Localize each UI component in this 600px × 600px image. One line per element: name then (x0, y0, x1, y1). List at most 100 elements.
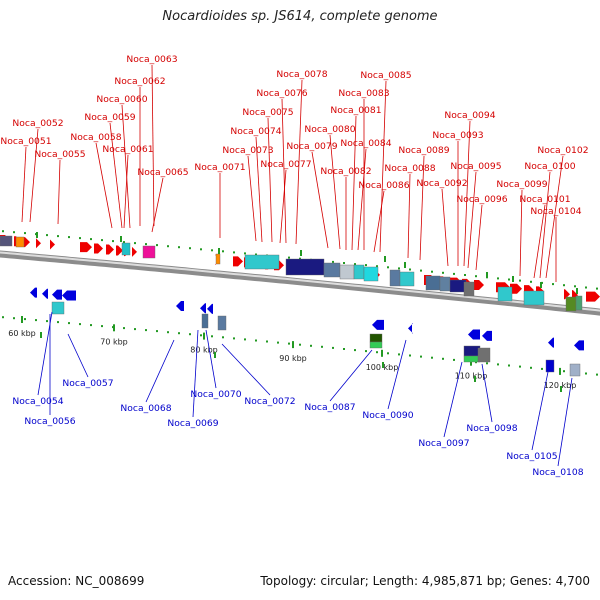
scale-tick (21, 316, 23, 323)
scale-label: 90 kbp (279, 354, 307, 363)
forward-label-leader (519, 189, 523, 277)
reverse-gene-label: Noca_0069 (167, 418, 218, 429)
reverse-guide-dot (178, 332, 180, 335)
reverse-guide-dot (563, 370, 565, 373)
forward-guide-dot (585, 286, 587, 289)
position-marker (382, 362, 384, 368)
feature-box (215, 253, 221, 265)
forward-guide-dot (409, 268, 411, 271)
reverse-guide-dot (519, 365, 521, 368)
feature-box (323, 262, 341, 278)
forward-label-leader (545, 155, 564, 279)
reverse-guide-dot (453, 358, 455, 361)
reverse-guide-dot (530, 366, 532, 369)
forward-label-leader (123, 154, 129, 229)
forward-gene (50, 239, 55, 250)
forward-label-leader (419, 155, 425, 261)
position-marker (486, 272, 488, 278)
reverse-guide-dot (145, 329, 147, 332)
feature-box (51, 301, 65, 315)
reverse-label-leader (67, 333, 89, 378)
feature-box (0, 235, 13, 247)
forward-gene-label: Noca_0089 (398, 145, 449, 156)
reverse-guide-dot (486, 362, 488, 365)
reverse-guide-dot (255, 339, 257, 342)
feature-box (477, 347, 491, 363)
reverse-guide-dot (365, 350, 367, 353)
reverse-guide-dot (266, 340, 268, 343)
forward-label-leader (379, 80, 387, 253)
reverse-guide-dot (101, 325, 103, 328)
forward-guide-dot (2, 230, 4, 233)
reverse-gene-label: Noca_0087 (304, 402, 355, 413)
reverse-guide-dot (222, 336, 224, 339)
reverse-guide-dot (343, 348, 345, 350)
forward-gene-label: Noca_0094 (444, 110, 495, 121)
forward-guide-dot (574, 285, 576, 288)
forward-label-leader (267, 117, 273, 243)
forward-guide-dot (497, 277, 499, 280)
forward-guide-dot (354, 263, 356, 266)
reverse-guide-dot (244, 338, 246, 341)
forward-label-leader (533, 204, 546, 279)
reverse-gene (548, 337, 554, 348)
reverse-gene-label: Noca_0105 (506, 451, 557, 462)
forward-gene-label: Noca_0051 (0, 136, 51, 147)
reverse-guide-dot (354, 349, 356, 352)
feature-box (565, 296, 577, 312)
forward-gene-label: Noca_0082 (320, 166, 371, 177)
reverse-guide-dot (387, 352, 389, 355)
feature-box (15, 236, 25, 248)
forward-guide-dot (233, 251, 235, 254)
topology-text: Topology: circular; Length: 4,985,871 bp… (260, 574, 590, 588)
forward-gene (24, 237, 30, 248)
reverse-gene (468, 329, 480, 340)
forward-label-leader (373, 190, 385, 253)
scale-tick (381, 349, 383, 357)
feature-box (399, 271, 415, 287)
position-marker (384, 256, 386, 262)
feature-box (142, 245, 156, 259)
scale-label: 120 kbp (544, 381, 577, 390)
forward-gene (80, 242, 92, 253)
forward-guide-dot (365, 264, 367, 267)
forward-label-leader (57, 159, 61, 225)
reverse-guide-dot (431, 356, 433, 359)
map-title: Nocardioides sp. JS614, complete genome (162, 9, 438, 24)
forward-gene-label: Noca_0081 (330, 105, 381, 116)
reverse-guide-dot (233, 337, 235, 340)
forward-guide-dot (123, 241, 125, 244)
forward-gene (564, 289, 570, 300)
position-marker (540, 282, 542, 288)
forward-label-leader (407, 173, 411, 259)
scale-tick (203, 332, 205, 340)
reverse-label-leader (531, 371, 549, 451)
forward-gene (116, 245, 123, 256)
reverse-label-leader (443, 361, 463, 438)
position-marker (214, 352, 216, 358)
feature-box (389, 269, 401, 287)
forward-guide-dot (178, 246, 180, 249)
reverse-guide-dot (13, 317, 15, 320)
forward-guide-dot (79, 237, 81, 240)
reverse-gene (207, 303, 213, 314)
reverse-guide-dot (24, 318, 26, 321)
reverse-guide-dot (332, 346, 334, 349)
forward-guide-dot (387, 266, 389, 269)
feature-box (545, 359, 555, 373)
forward-gene-label: Noca_0074 (230, 126, 281, 137)
reverse-gene-label: Noca_0054 (12, 396, 63, 407)
forward-gene-label: Noca_0058 (70, 132, 121, 143)
reverse-gene-label: Noca_0070 (190, 389, 241, 400)
forward-guide-dot (90, 238, 92, 241)
forward-guide-dot (398, 267, 400, 270)
forward-gene (474, 280, 484, 291)
reverse-gene-label: Noca_0108 (532, 467, 583, 478)
forward-guide-dot (134, 242, 136, 245)
forward-gene-label: Noca_0079 (286, 141, 337, 152)
reverse-guide-dot (189, 333, 191, 336)
forward-gene-label: Noca_0084 (340, 138, 391, 149)
forward-label-leader (109, 122, 123, 229)
position-marker (576, 288, 578, 294)
